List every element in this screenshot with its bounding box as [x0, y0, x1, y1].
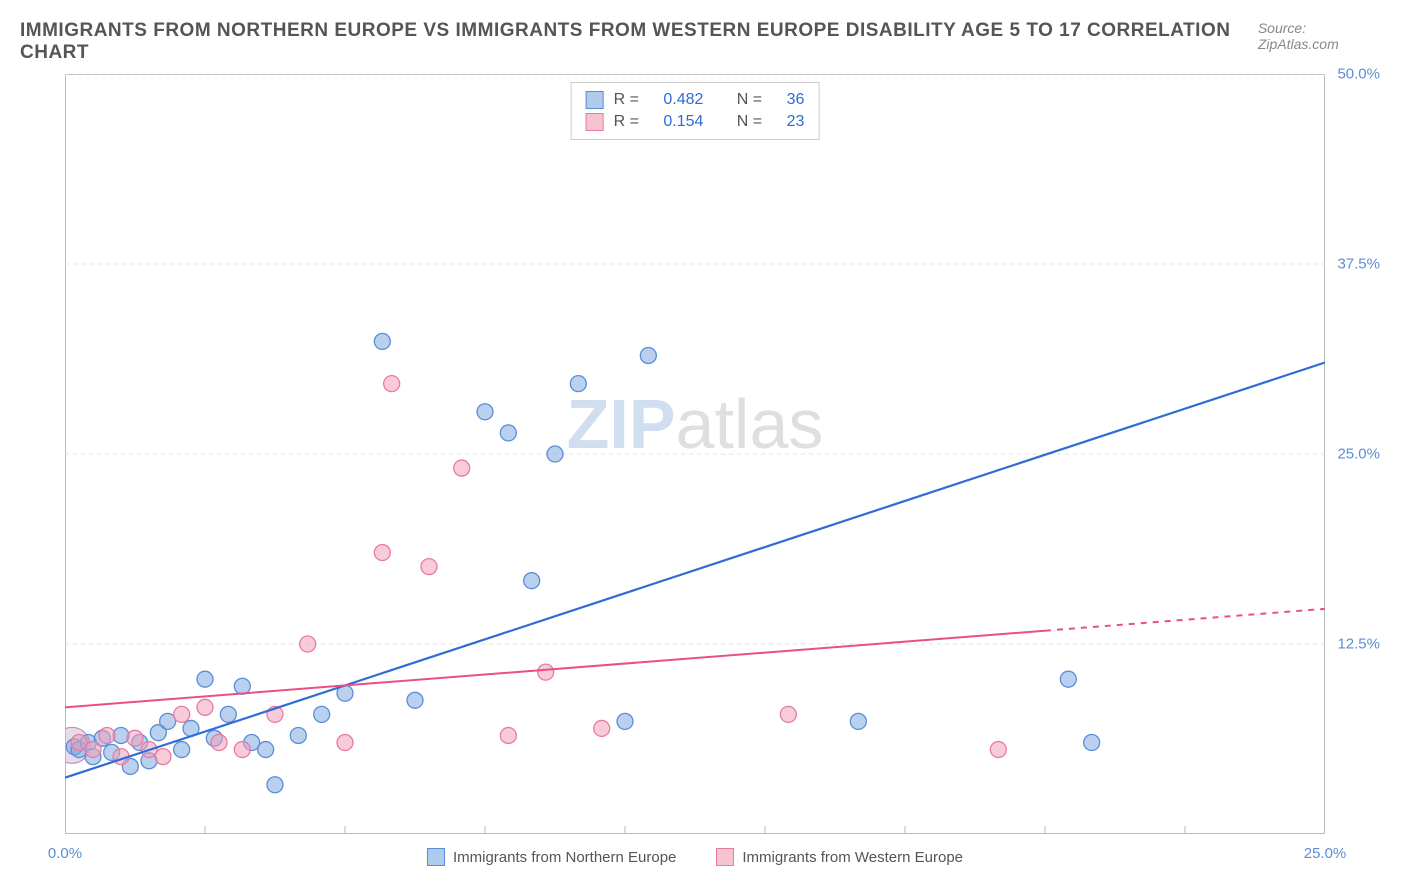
chart-container: Disability Age 5 to 17 ZIPatlas R = 0.48… — [20, 74, 1386, 874]
data-point — [547, 446, 563, 462]
data-point — [990, 742, 1006, 758]
data-point — [570, 376, 586, 392]
data-point — [780, 706, 796, 722]
data-point — [421, 559, 437, 575]
legend-item: Immigrants from Northern Europe — [427, 848, 676, 866]
data-point — [211, 735, 227, 751]
stats-row: R = 0.482 N = 36 — [586, 89, 805, 111]
legend-swatch — [586, 113, 604, 131]
source-attribution: Source: ZipAtlas.com — [1258, 20, 1386, 52]
data-point — [850, 713, 866, 729]
data-point — [234, 678, 250, 694]
data-point — [220, 706, 236, 722]
data-point — [85, 742, 101, 758]
data-point — [538, 664, 554, 680]
data-point — [197, 699, 213, 715]
data-point — [314, 706, 330, 722]
data-point — [267, 777, 283, 793]
data-point — [127, 730, 143, 746]
data-point — [258, 742, 274, 758]
data-point — [1084, 735, 1100, 751]
data-point — [477, 404, 493, 420]
data-point — [640, 347, 656, 363]
legend-label: Immigrants from Western Europe — [742, 849, 963, 866]
y-tick-label: 50.0% — [1337, 66, 1380, 83]
y-tick-label: 25.0% — [1337, 446, 1380, 463]
legend-item: Immigrants from Western Europe — [716, 848, 963, 866]
data-point — [374, 333, 390, 349]
y-tick-label: 37.5% — [1337, 256, 1380, 273]
data-point — [407, 692, 423, 708]
legend-label: Immigrants from Northern Europe — [453, 849, 676, 866]
data-point — [99, 727, 115, 743]
legend-swatch — [716, 848, 734, 866]
data-point — [290, 727, 306, 743]
data-point — [524, 573, 540, 589]
data-point — [174, 742, 190, 758]
bottom-legend: Immigrants from Northern Europe Immigrant… — [65, 848, 1325, 866]
data-point — [594, 720, 610, 736]
data-point — [337, 735, 353, 751]
data-point — [500, 425, 516, 441]
data-point — [1060, 671, 1076, 687]
data-point — [300, 636, 316, 652]
legend-swatch — [586, 91, 604, 109]
scatter-chart-svg — [65, 74, 1325, 834]
data-point — [374, 545, 390, 561]
chart-title: IMMIGRANTS FROM NORTHERN EUROPE VS IMMIG… — [20, 20, 1258, 64]
y-tick-label: 12.5% — [1337, 636, 1380, 653]
data-point — [197, 671, 213, 687]
data-point — [384, 376, 400, 392]
data-point — [155, 749, 171, 765]
data-point — [617, 713, 633, 729]
stats-row: R = 0.154 N = 23 — [586, 111, 805, 133]
legend-swatch — [427, 848, 445, 866]
data-point — [174, 706, 190, 722]
stats-legend-box: R = 0.482 N = 36 R = 0.154 N = 23 — [571, 82, 820, 140]
data-point — [234, 742, 250, 758]
plot-area: ZIPatlas R = 0.482 N = 36 R = 0.154 N = … — [65, 74, 1325, 834]
data-point — [500, 727, 516, 743]
data-point — [454, 460, 470, 476]
